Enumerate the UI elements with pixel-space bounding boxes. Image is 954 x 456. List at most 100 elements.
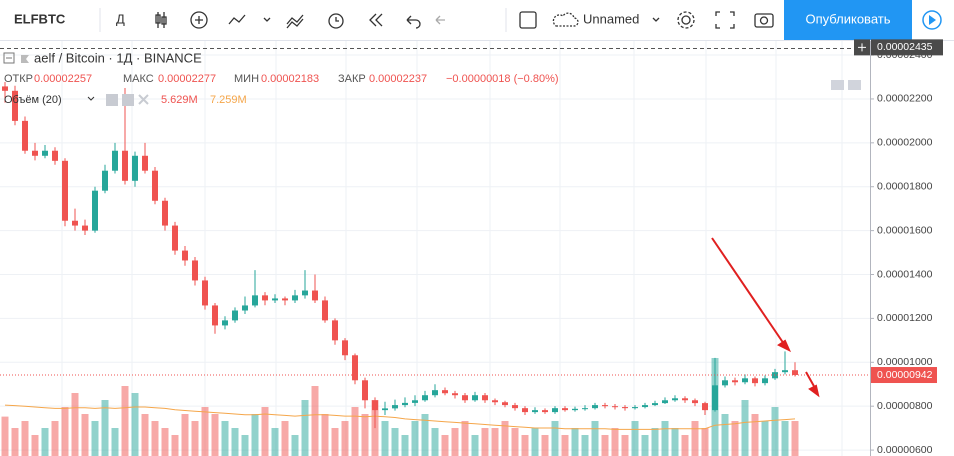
volume-bar xyxy=(761,421,769,456)
candle-body xyxy=(182,250,188,261)
volume-bar xyxy=(521,435,529,456)
volume-bar xyxy=(771,407,779,456)
candle-body xyxy=(272,298,278,301)
annotation-arrows xyxy=(711,237,820,398)
candle-body xyxy=(402,402,408,406)
pane-up[interactable] xyxy=(848,80,861,90)
candle-body xyxy=(552,408,558,413)
candle-body xyxy=(332,320,338,341)
layout-name[interactable]: Unnamed xyxy=(583,11,639,26)
interval[interactable]: Д xyxy=(116,11,125,26)
templates-icon[interactable] xyxy=(286,14,304,29)
undo-icon[interactable] xyxy=(406,15,421,29)
dropdown-icon[interactable] xyxy=(87,96,95,101)
crosshair-label: 0.00002435 xyxy=(877,41,933,53)
ohlc-value: 0.00002277 xyxy=(158,73,216,85)
candle-body xyxy=(372,400,378,411)
candle-body xyxy=(122,150,128,181)
volume-bar xyxy=(11,428,19,456)
volume-bar xyxy=(411,421,419,456)
volume-bar xyxy=(691,421,699,456)
candle-body xyxy=(202,280,208,306)
snapshot-icon[interactable] xyxy=(754,13,774,28)
volume-bar xyxy=(81,414,89,456)
volume-bar xyxy=(31,435,39,456)
candle-body xyxy=(352,355,358,381)
volume-bar xyxy=(431,428,439,456)
volume-bar xyxy=(231,428,239,456)
volume-bar xyxy=(361,414,369,456)
candle-body xyxy=(192,260,198,281)
pane-down[interactable] xyxy=(831,80,844,90)
candle-body xyxy=(542,410,548,413)
volume-bar xyxy=(91,421,99,456)
y-tick-label: 0.00001800 xyxy=(877,181,933,193)
candle-body xyxy=(632,407,638,409)
volume-bar xyxy=(251,414,259,456)
symbol[interactable]: ELFBTC xyxy=(14,11,66,26)
candle-body xyxy=(602,405,608,407)
candle-body xyxy=(322,300,328,321)
candle-body xyxy=(282,298,288,301)
alert-icon[interactable] xyxy=(328,13,344,29)
volume-bar xyxy=(461,421,469,456)
candle-body xyxy=(722,380,728,386)
compare-icon[interactable] xyxy=(228,14,246,25)
volume-bar xyxy=(341,421,349,456)
candle-body xyxy=(342,340,348,356)
candle-body xyxy=(752,378,758,384)
volume-bar xyxy=(131,393,139,456)
volume-bar xyxy=(71,393,79,456)
volume-bar xyxy=(731,421,739,456)
redo-icon[interactable] xyxy=(435,15,445,25)
y-tick-label: 0.00001600 xyxy=(877,224,933,236)
ohlc-value: 0.00002237 xyxy=(369,73,427,85)
volume-bar xyxy=(211,414,219,456)
candle-body xyxy=(702,403,708,411)
candle-body xyxy=(22,120,28,151)
toolbar-icons xyxy=(155,11,774,29)
candle-body xyxy=(62,160,68,221)
fullscreen-icon[interactable] xyxy=(715,11,735,29)
price-axis: 0.00000600 0.00000800 0.00001000 0.00001200… xyxy=(854,39,943,456)
select-icon[interactable] xyxy=(519,11,537,29)
candle-body xyxy=(662,400,668,404)
volume-bar xyxy=(611,428,619,456)
settings-icon[interactable] xyxy=(681,15,691,25)
remove-icon[interactable] xyxy=(138,94,149,105)
candle-body xyxy=(742,378,748,383)
volume-bar xyxy=(621,435,629,456)
volume-bar xyxy=(661,421,669,456)
volume-bar xyxy=(581,435,589,456)
candle-body xyxy=(442,390,448,394)
indicators-icon[interactable] xyxy=(190,11,208,29)
volume-bar xyxy=(311,386,319,456)
settings-icon[interactable] xyxy=(122,94,134,106)
publish-button[interactable] xyxy=(784,0,912,40)
y-tick-label: 0.00001200 xyxy=(877,312,933,324)
candle-body xyxy=(52,150,58,161)
eye-icon[interactable] xyxy=(106,94,118,106)
volume-bar xyxy=(441,435,449,456)
candle-body xyxy=(682,398,688,401)
play-button[interactable] xyxy=(922,10,942,30)
volume-bar xyxy=(391,428,399,456)
chart-type-icon[interactable] xyxy=(155,12,167,28)
replay-icon[interactable] xyxy=(369,13,383,27)
volume-bar xyxy=(1,416,9,456)
volume-bar xyxy=(781,421,789,456)
candle-body xyxy=(792,370,798,376)
volume-bar xyxy=(501,421,509,456)
candle-body xyxy=(532,410,538,413)
volume-bar xyxy=(751,414,759,456)
candle-body xyxy=(522,408,528,413)
y-tick-label: 0.00000800 xyxy=(877,400,933,412)
volume-bar xyxy=(681,435,689,456)
volume-bar xyxy=(591,421,599,456)
candle-body xyxy=(132,155,138,181)
volume-bar xyxy=(51,421,59,456)
publish-label[interactable]: Опубликовать xyxy=(805,11,890,26)
volume-bar xyxy=(791,421,799,456)
collapse-icon[interactable] xyxy=(3,52,15,64)
volume-bar xyxy=(421,414,429,456)
